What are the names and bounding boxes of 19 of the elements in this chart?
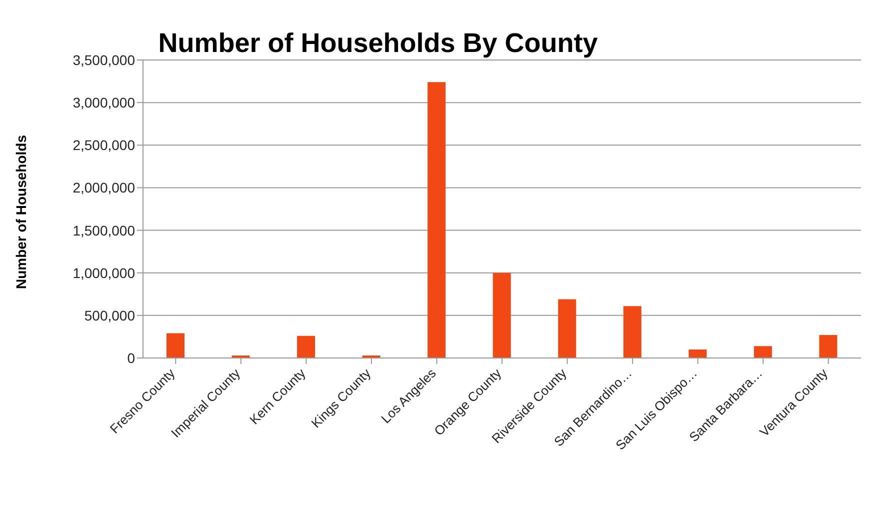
bar: [558, 299, 576, 358]
bar: [166, 333, 184, 358]
y-tick-label: 1,500,000: [72, 222, 136, 238]
y-tick-label: 2,000,000: [72, 180, 136, 196]
bar: [297, 336, 316, 358]
y-tick-label: 3,000,000: [72, 94, 136, 111]
y-tick-label: 500,000: [84, 307, 136, 324]
bar: [819, 335, 838, 358]
y-axis-title: Number of Households: [12, 134, 29, 289]
bar: [428, 82, 446, 358]
y-tick-label: 2,500,000: [72, 137, 136, 154]
y-tick-label: 1,000,000: [72, 264, 136, 281]
chart-title: Number of Households By County: [158, 28, 598, 59]
bar: [492, 272, 511, 358]
y-tick-label: 0: [127, 350, 136, 366]
bar: [623, 306, 642, 358]
y-tick-label: 3,500,000: [72, 52, 136, 68]
bar: [754, 346, 772, 358]
bar: [688, 349, 707, 358]
